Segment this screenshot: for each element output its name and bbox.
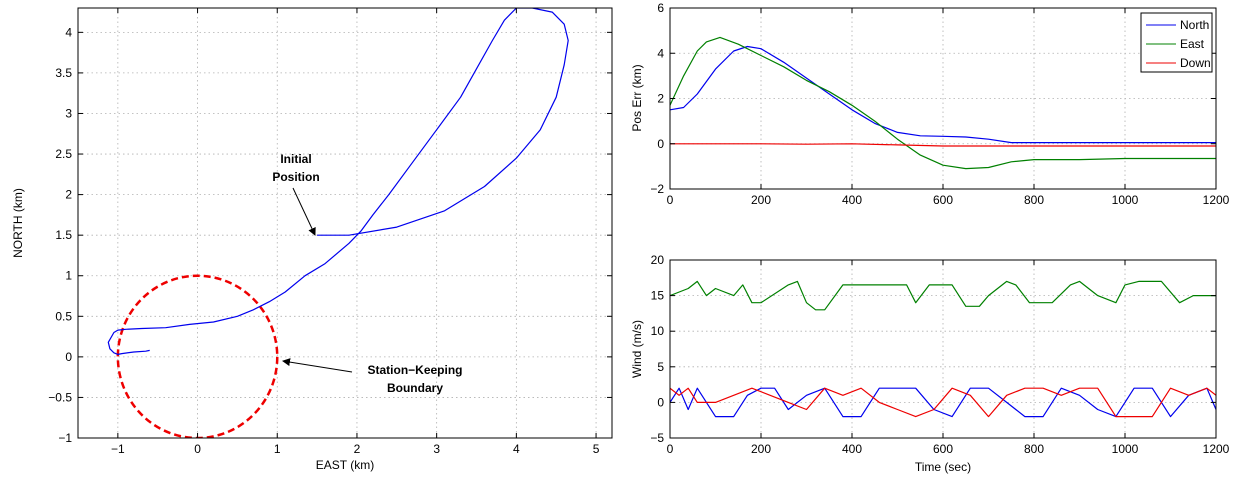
y-tick-label: 20 [651, 253, 665, 267]
position-error-ylabel: Pos Err (km) [630, 64, 644, 131]
y-tick-label: 0 [657, 395, 664, 409]
x-tick-label: 800 [1024, 442, 1044, 456]
trajectory-ylabel: NORTH (km) [11, 188, 25, 258]
trajectory-annotations: Initial Position Station−Keeping Boundar… [272, 152, 462, 395]
x-tick-label: 1 [274, 442, 281, 456]
x-tick-label: 200 [751, 442, 771, 456]
series-1-line [670, 387, 1216, 418]
annotation-initial-position-line2: Position [272, 170, 319, 184]
wind-data [670, 280, 1216, 418]
x-tick-label: 0 [194, 442, 201, 456]
y-tick-label: 6 [657, 1, 664, 15]
y-tick-label: −1 [58, 431, 72, 445]
y-tick-label: 2 [657, 92, 664, 106]
x-tick-label: 1000 [1112, 442, 1139, 456]
legend-label-down: Down [1180, 56, 1211, 70]
x-tick-label: 1200 [1203, 193, 1230, 207]
annotation-station-keeping-arrow [282, 358, 353, 373]
x-tick-label: −1 [111, 442, 125, 456]
x-tick-label: 0 [667, 442, 674, 456]
wind-ylabel: Wind (m/s) [630, 320, 644, 378]
x-tick-label: 2 [354, 442, 361, 456]
x-tick-label: 600 [933, 193, 953, 207]
x-tick-label: 1200 [1203, 442, 1230, 456]
east-line [670, 36, 1216, 170]
y-tick-label: 0.5 [55, 309, 72, 323]
legend-box [1140, 12, 1213, 73]
annotation-station-keeping-line2: Boundary [387, 381, 443, 395]
x-tick-label: 3 [433, 442, 440, 456]
y-tick-label: 4 [65, 25, 72, 39]
x-tick-label: 5 [593, 442, 600, 456]
y-tick-label: −5 [650, 431, 664, 445]
y-tick-label: −2 [650, 182, 664, 196]
legend-label-north: North [1180, 18, 1209, 32]
y-tick-label: 5 [657, 360, 664, 374]
annotation-initial-position-arrow [292, 187, 316, 236]
y-tick-label: 4 [657, 46, 664, 60]
y-tick-label: 3 [65, 106, 72, 120]
y-tick-label: 15 [651, 289, 665, 303]
x-tick-label: 0 [667, 193, 674, 207]
annotation-station-keeping-line1: Station−Keeping [367, 363, 462, 377]
x-tick-label: 400 [842, 442, 862, 456]
x-tick-label: 600 [933, 442, 953, 456]
y-tick-label: 3.5 [55, 66, 72, 80]
position-error-legend: North East Down [1140, 12, 1213, 73]
legend-label-east: East [1180, 37, 1205, 51]
y-tick-label: 1 [65, 269, 72, 283]
y-tick-label: 0 [657, 137, 664, 151]
x-tick-label: 200 [751, 193, 771, 207]
series-0-line [670, 280, 1216, 311]
position-error-data [670, 36, 1216, 170]
y-tick-label: 2.5 [55, 147, 72, 161]
y-tick-label: −0.5 [48, 390, 72, 404]
trajectory-frame [77, 7, 613, 439]
series-2-line [670, 387, 1216, 418]
trajectory-xlabel: EAST (km) [316, 458, 374, 472]
x-tick-label: 1000 [1112, 193, 1139, 207]
x-tick-label: 400 [842, 193, 862, 207]
y-tick-label: 2 [65, 188, 72, 202]
trajectory-plot: −1 0 1 2 3 4 5 −1 −0.5 0 0.5 1 1.5 2 2.5 3 3.5 4 EAST (km… [11, 7, 613, 472]
y-tick-label: 1.5 [55, 228, 72, 242]
y-tick-label: 0 [65, 350, 72, 364]
y-tick-label: 10 [651, 324, 665, 338]
wind-xlabel: Time (sec) [915, 460, 971, 474]
x-tick-label: 4 [513, 442, 520, 456]
x-tick-label: 800 [1024, 193, 1044, 207]
annotation-initial-position-line1: Initial [280, 152, 311, 166]
north-line [670, 45, 1216, 144]
down-line [670, 143, 1216, 147]
trajectory-ticks: −1 0 1 2 3 4 5 −1 −0.5 0 0.5 1 1.5 2 2.5 3 3.5 4 [48, 8, 612, 456]
series-0-line [107, 8, 569, 355]
